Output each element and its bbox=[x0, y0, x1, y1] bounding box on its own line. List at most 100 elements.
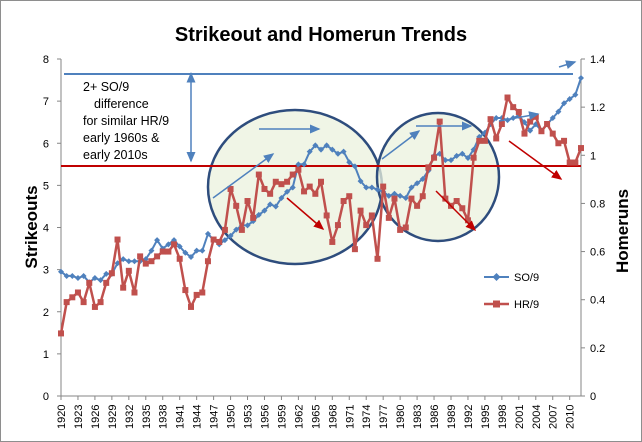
data-point bbox=[335, 222, 341, 228]
x-tick-label: 1968 bbox=[327, 405, 339, 429]
data-point bbox=[177, 256, 183, 262]
data-point bbox=[329, 239, 335, 245]
y2-tick-label: 0.4 bbox=[590, 295, 605, 307]
data-point bbox=[454, 198, 460, 204]
data-point bbox=[538, 128, 544, 134]
data-point bbox=[346, 193, 352, 199]
data-point bbox=[544, 121, 550, 127]
y-tick-label: 4 bbox=[43, 223, 49, 235]
annotation-line-4: early 1960s & bbox=[83, 131, 160, 145]
x-tick-label: 1932 bbox=[124, 405, 136, 429]
so-trend-arrow-6 bbox=[559, 62, 575, 67]
data-point bbox=[165, 249, 171, 255]
y2-tick-label: 0.2 bbox=[590, 343, 605, 355]
y2-tick-label: 0 bbox=[590, 391, 596, 403]
x-tick-label: 1971 bbox=[344, 405, 356, 429]
legend-marker-hr9 bbox=[493, 301, 500, 308]
legend: SO/9 HR/9 bbox=[484, 272, 539, 311]
data-point bbox=[211, 237, 217, 243]
data-point bbox=[126, 258, 132, 264]
data-point bbox=[216, 239, 222, 245]
data-point bbox=[488, 116, 494, 122]
x-tick-label: 1977 bbox=[378, 405, 390, 429]
data-point bbox=[290, 172, 296, 178]
data-point bbox=[120, 285, 126, 291]
data-point bbox=[69, 294, 75, 300]
y2-tick-label: 0.8 bbox=[590, 198, 605, 210]
y2-tick-label: 1.2 bbox=[590, 102, 605, 114]
data-point bbox=[250, 215, 256, 221]
y2-axis-ticks: 00.20.40.60.811.21.4 bbox=[581, 54, 605, 403]
data-point bbox=[380, 184, 386, 190]
data-point bbox=[64, 299, 70, 305]
y-tick-label: 7 bbox=[43, 96, 49, 108]
data-point bbox=[267, 191, 273, 197]
x-tick-label: 2004 bbox=[531, 405, 543, 429]
x-tick-label: 1935 bbox=[141, 405, 153, 429]
data-point bbox=[352, 246, 358, 252]
data-point bbox=[154, 253, 160, 259]
y-tick-label: 6 bbox=[43, 138, 49, 150]
data-point bbox=[160, 249, 166, 255]
x-tick-label: 1986 bbox=[429, 405, 441, 429]
data-point bbox=[115, 237, 121, 243]
y-axis-title: Strikeouts bbox=[22, 185, 41, 268]
data-point bbox=[126, 268, 132, 274]
data-point bbox=[578, 75, 584, 81]
y-tick-label: 3 bbox=[43, 265, 49, 277]
data-point bbox=[516, 109, 522, 115]
data-point bbox=[245, 198, 251, 204]
x-tick-label: 2001 bbox=[514, 405, 526, 429]
annotation-line-2: difference bbox=[94, 97, 149, 111]
data-point bbox=[431, 155, 437, 161]
x-tick-label: 1920 bbox=[56, 405, 68, 429]
data-point bbox=[476, 138, 482, 144]
data-point bbox=[75, 275, 81, 281]
y2-tick-label: 1 bbox=[590, 150, 596, 162]
data-point bbox=[555, 140, 561, 146]
data-point bbox=[131, 258, 137, 264]
data-point bbox=[403, 225, 409, 231]
data-point bbox=[324, 212, 330, 218]
x-tick-label: 1938 bbox=[158, 405, 170, 429]
x-tick-label: 2010 bbox=[565, 405, 577, 429]
data-point bbox=[295, 167, 301, 173]
x-tick-label: 1980 bbox=[395, 405, 407, 429]
legend-item-so9: SO/9 bbox=[484, 272, 539, 284]
y-tick-label: 5 bbox=[43, 180, 49, 192]
data-point bbox=[459, 205, 465, 211]
data-point bbox=[92, 304, 98, 310]
data-point bbox=[578, 145, 584, 151]
x-tick-label: 1956 bbox=[259, 405, 271, 429]
annotation-line-5: early 2010s bbox=[83, 148, 148, 162]
x-tick-label: 1965 bbox=[310, 405, 322, 429]
data-point bbox=[363, 222, 369, 228]
x-tick-label: 1974 bbox=[361, 405, 373, 429]
data-point bbox=[171, 241, 177, 247]
x-tick-label: 1989 bbox=[446, 405, 458, 429]
x-tick-label: 1959 bbox=[276, 405, 288, 429]
data-point bbox=[222, 227, 228, 233]
legend-marker-so9 bbox=[493, 273, 501, 281]
data-point bbox=[233, 203, 239, 209]
annotation-line-3: for similar HR/9 bbox=[83, 114, 169, 128]
data-point bbox=[572, 160, 578, 166]
data-point bbox=[312, 191, 318, 197]
y2-tick-label: 1.4 bbox=[590, 54, 605, 66]
data-point bbox=[386, 215, 392, 221]
data-point bbox=[369, 212, 375, 218]
data-point bbox=[148, 258, 154, 264]
data-point bbox=[103, 280, 109, 286]
data-point bbox=[199, 289, 205, 295]
data-point bbox=[307, 184, 313, 190]
data-point bbox=[408, 196, 414, 202]
data-point bbox=[199, 248, 205, 254]
y-tick-label: 0 bbox=[43, 391, 49, 403]
data-point bbox=[261, 186, 267, 192]
x-tick-label: 1962 bbox=[293, 405, 305, 429]
data-point bbox=[550, 131, 556, 137]
annotation-line-1: 2+ SO/9 bbox=[83, 80, 129, 94]
data-point bbox=[273, 179, 279, 185]
